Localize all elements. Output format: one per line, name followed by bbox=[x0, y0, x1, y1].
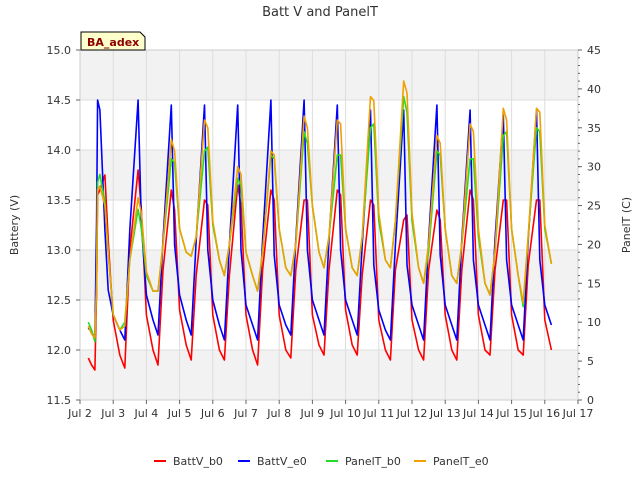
series-line-panelt-b0 bbox=[87, 95, 553, 343]
y-right-tick-label: 15 bbox=[587, 277, 601, 290]
background-band bbox=[80, 350, 578, 400]
grid-lines bbox=[79, 49, 579, 401]
x-tick-label: Jul 6 bbox=[200, 407, 225, 420]
series-layer bbox=[87, 80, 553, 371]
series-line-battv-e0 bbox=[87, 99, 553, 341]
legend-label: PanelT_e0 bbox=[433, 455, 489, 468]
y-right-tick-label: 20 bbox=[587, 238, 601, 251]
x-tick-label: Jul 3 bbox=[100, 407, 125, 420]
x-tick-label: Jul 15 bbox=[495, 407, 527, 420]
x-tick-label: Jul 9 bbox=[300, 407, 325, 420]
y-left-tick-label: 13.0 bbox=[47, 244, 72, 257]
x-tick-label: Jul 16 bbox=[528, 407, 560, 420]
y-axis-right-label: PanelT (C) bbox=[620, 197, 633, 253]
x-tick-label: Jul 13 bbox=[429, 407, 461, 420]
x-tick-label: Jul 2 bbox=[67, 407, 92, 420]
y-left-tick-label: 13.5 bbox=[47, 194, 72, 207]
y-right-tick-label: 5 bbox=[587, 355, 594, 368]
x-tick-label: Jul 5 bbox=[167, 407, 192, 420]
x-tick-label: Jul 10 bbox=[329, 407, 361, 420]
legend-label: BattV_b0 bbox=[173, 455, 223, 468]
station-badge: BA_adex bbox=[80, 31, 146, 51]
y-right-tick-label: 40 bbox=[587, 83, 601, 96]
x-tick-label: Jul 8 bbox=[266, 407, 291, 420]
x-tick-label: Jul 7 bbox=[233, 407, 258, 420]
chart-title: Batt V and PanelT bbox=[262, 5, 378, 20]
station-badge-label: BA_adex bbox=[87, 36, 139, 49]
background-band bbox=[80, 50, 578, 100]
background-band bbox=[80, 150, 578, 200]
y-left-tick-label: 12.5 bbox=[47, 294, 72, 307]
series-line-panelt-e0 bbox=[87, 80, 553, 339]
y-right-tick-label: 35 bbox=[587, 122, 601, 135]
y-left-tick-label: 15.0 bbox=[47, 44, 72, 57]
station-badge-box bbox=[80, 31, 146, 51]
y-axis-right: 0 5 10 15 20 25 30 35 40 45 bbox=[578, 44, 601, 407]
x-tick-label: Jul 11 bbox=[362, 407, 394, 420]
legend: BattV_b0 BattV_e0 PanelT_b0 PanelT_e0 bbox=[154, 455, 489, 468]
y-right-tick-label: 10 bbox=[587, 316, 601, 329]
x-axis: Jul 2 Jul 3 Jul 4 Jul 5 Jul 6 Jul 7 Jul 8 Jul 9… bbox=[67, 400, 593, 420]
x-tick-label: Jul 12 bbox=[396, 407, 428, 420]
legend-label: BattV_e0 bbox=[257, 455, 307, 468]
y-right-tick-label: 45 bbox=[587, 44, 601, 57]
background-bands bbox=[80, 50, 578, 400]
y-right-tick-label: 25 bbox=[587, 200, 601, 213]
y-axis-left: 11.5 12.0 12.5 13.0 13.5 14.0 14.5 15.0 bbox=[47, 44, 80, 407]
y-left-tick-label: 11.5 bbox=[47, 394, 72, 407]
x-tick-label: Jul 4 bbox=[134, 407, 159, 420]
x-tick-label: Jul 14 bbox=[462, 407, 494, 420]
plot-frame bbox=[79, 49, 579, 401]
y-left-tick-label: 14.0 bbox=[47, 144, 72, 157]
y-right-tick-label: 30 bbox=[587, 161, 601, 174]
legend-label: PanelT_b0 bbox=[345, 455, 401, 468]
y-right-tick-label: 0 bbox=[587, 394, 594, 407]
y-left-tick-label: 14.5 bbox=[47, 94, 72, 107]
y-left-tick-label: 12.0 bbox=[47, 344, 72, 357]
y-axis-left-label: Battery (V) bbox=[8, 195, 21, 255]
x-tick-label: Jul 17 bbox=[562, 407, 594, 420]
